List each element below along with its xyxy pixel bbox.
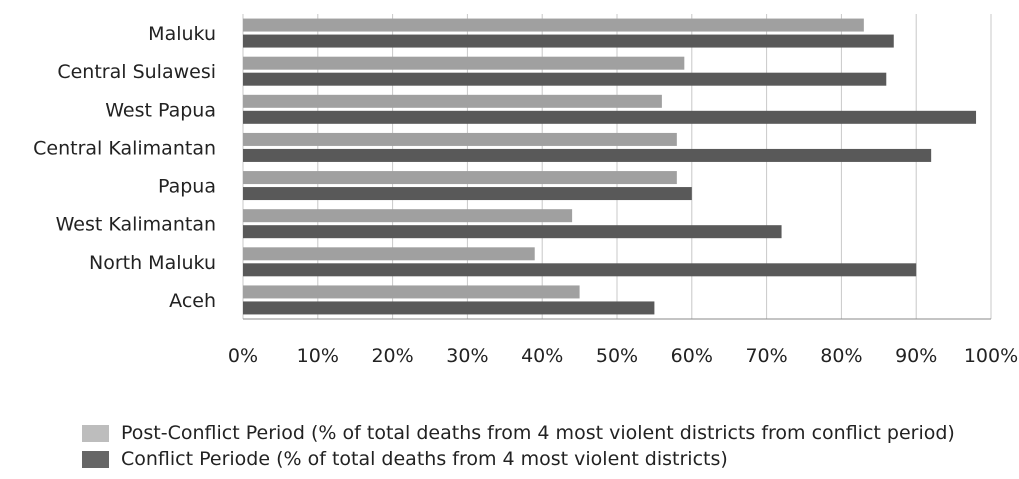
legend: Post-Conflict Period (% of total deaths … bbox=[82, 422, 955, 474]
category-label: Papua bbox=[158, 176, 216, 198]
category-label: Aceh bbox=[169, 290, 216, 312]
legend-swatch-conflict bbox=[82, 450, 109, 468]
bar-post-conflict-north-maluku bbox=[243, 247, 535, 261]
category-label: North Maluku bbox=[89, 252, 216, 274]
bar-conflict-north-maluku bbox=[243, 263, 917, 277]
category-label: Maluku bbox=[148, 23, 216, 45]
legend-item-conflict: Conflict Periode (% of total deaths from… bbox=[82, 448, 955, 470]
category-labels: Maluku Central Sulawesi West Papua Central … bbox=[33, 23, 216, 312]
category-label: West Papua bbox=[105, 99, 216, 121]
legend-swatch-post-conflict bbox=[82, 424, 109, 442]
bar-conflict-central-sulawesi bbox=[243, 72, 887, 86]
x-tick-label: 60% bbox=[671, 345, 713, 367]
bar-conflict-maluku bbox=[243, 34, 894, 48]
bar-conflict-west-papua bbox=[243, 110, 977, 124]
bar-chart: Maluku Central Sulawesi West Papua Central … bbox=[33, 14, 1018, 367]
bar-post-conflict-papua bbox=[243, 171, 677, 185]
x-tick-label: 50% bbox=[596, 345, 638, 367]
x-tick-label: 70% bbox=[745, 345, 787, 367]
x-tick-label: 0% bbox=[228, 345, 258, 367]
x-tick-label: 20% bbox=[371, 345, 413, 367]
bar-conflict-papua bbox=[243, 187, 692, 201]
category-label: Central Sulawesi bbox=[57, 61, 216, 83]
bar-conflict-west-kalimantan bbox=[243, 225, 782, 239]
category-label: Central Kalimantan bbox=[33, 137, 216, 159]
tick-labels: 0% 10% 20% 30% 40% 50% 60% 70% 80% 90% 100% bbox=[228, 345, 1018, 367]
bar-post-conflict-west-kalimantan bbox=[243, 209, 573, 223]
legend-item-post-conflict: Post-Conflict Period (% of total deaths … bbox=[82, 422, 955, 444]
bar-conflict-aceh bbox=[243, 301, 655, 315]
x-tick-label: 80% bbox=[820, 345, 862, 367]
legend-label-conflict: Conflict Periode (% of total deaths from… bbox=[121, 448, 728, 470]
x-tick-label: 30% bbox=[446, 345, 488, 367]
x-tick-label: 10% bbox=[297, 345, 339, 367]
bar-post-conflict-central-kalimantan bbox=[243, 132, 677, 146]
bar-post-conflict-aceh bbox=[243, 285, 580, 299]
bar-post-conflict-central-sulawesi bbox=[243, 56, 685, 70]
legend-label-post-conflict: Post-Conflict Period (% of total deaths … bbox=[121, 422, 955, 444]
x-tick-label: 100% bbox=[964, 345, 1018, 367]
x-tick-label: 40% bbox=[521, 345, 563, 367]
x-tick-label: 90% bbox=[895, 345, 937, 367]
bars bbox=[243, 18, 977, 315]
bar-post-conflict-maluku bbox=[243, 18, 864, 32]
bar-post-conflict-west-papua bbox=[243, 94, 662, 108]
bar-conflict-central-kalimantan bbox=[243, 148, 932, 162]
category-label: West Kalimantan bbox=[56, 214, 216, 236]
